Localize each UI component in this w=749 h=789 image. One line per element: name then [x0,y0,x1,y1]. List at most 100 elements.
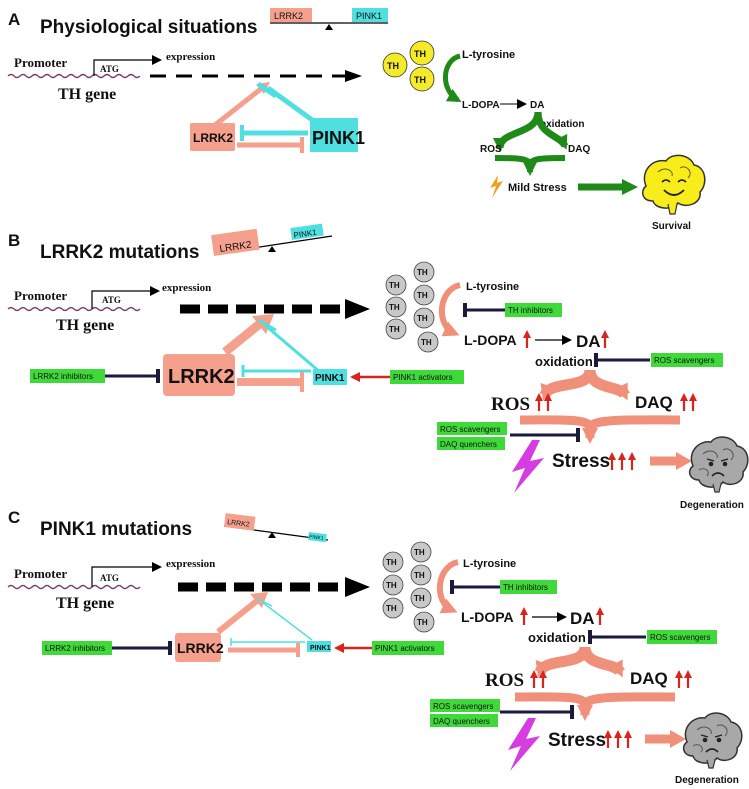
pathway-a: TH TH TH L-tyrosine L-DOPA DA oxidation … [382,40,638,198]
gene-a: Promoter ATG expression TH gene [7,51,362,103]
panel-a-letter: A [8,10,20,29]
daq-a: DAQ [568,144,590,155]
regulation-a: LRRK2 PINK1 [190,81,365,153]
th-gene-label-a: TH gene [58,86,116,103]
seesaw-a-lrrk2: LRRK2 [274,11,303,21]
ros-scavengers-badge-b-2: ROS scavengers [437,422,507,435]
gene-b: Promoter ATG expression TH gene [7,282,370,334]
stress-b: Stress [552,451,610,472]
seesaw-c-lrrk2: LRRK2 [227,519,250,529]
pathway-b: TH TH TH TH TH TH TH L-tyrosine L-DOPA D… [385,261,699,493]
da-b: DA [576,332,601,351]
th-enzyme-b-3: TH [389,303,400,312]
seesaw-b-lrrk2: LRRK2 [219,240,253,255]
panel-c-title: PINK1 mutations [40,519,192,540]
panel-b-title: LRRK2 mutations [40,242,199,263]
panel-a-title: Physiological situations [40,17,258,38]
lrrk2-inhibitors-badge-b: LRRK2 inhibitors [30,369,105,383]
th-enzyme-b-1: TH [389,281,400,290]
th-enzyme-b-7: TH [421,338,432,347]
th-inhibitors-badge-c: TH inhibitors [500,580,557,594]
th-enzyme-c-2: TH [414,548,425,557]
survival-label: Survival [652,221,691,232]
gene-c: Promoter ATG expression TH gene [7,558,370,612]
da-a: DA [530,100,544,111]
promoter-label-a: Promoter [14,55,67,70]
panel-c-letter: C [8,508,20,527]
l-dopa-a: L-DOPA [462,100,500,111]
degeneration-label-c: Degeneration [675,775,739,786]
th-enzyme-c-4: TH [414,571,425,580]
svg-text:ROS scavengers: ROS scavengers [654,356,714,365]
oxidation-a: oxidation [540,119,584,130]
seesaw-b-pink1: PINK1 [293,228,318,240]
promoter-label-b: Promoter [14,288,67,303]
svg-text:TH inhibitors: TH inhibitors [508,306,553,315]
panel-a: A Physiological situations LRRK2 PINK1 P… [7,8,706,232]
da-c: DA [570,609,595,628]
th-enzyme-c-3: TH [386,581,397,590]
oxidation-c: oxidation [528,630,586,645]
ros-c: ROS [485,670,524,691]
svg-text:ROS scavengers: ROS scavengers [440,425,500,434]
pink1-activators-badge-b: PINK1 activators [390,370,464,384]
seesaw-c: LRRK2 PINK1 [223,513,329,543]
svg-text:PINK1 activators: PINK1 activators [393,373,453,382]
happy-brain-icon [641,154,706,215]
daq-quenchers-badge-c: DAQ quenchers [430,714,498,727]
th-enzyme-b-5: TH [389,325,400,334]
th-enzyme-a-1: TH [387,61,399,71]
lrrk2-box-a: LRRK2 [193,131,233,145]
th-enzyme-b-6: TH [417,314,428,323]
th-inhibitors-badge-b: TH inhibitors [505,303,562,317]
l-tyrosine-b: L-tyrosine [466,281,519,293]
th-gene-label-c: TH gene [56,595,114,612]
th-enzyme-c-7: TH [417,618,428,627]
svg-text:ROS scavengers: ROS scavengers [650,633,710,642]
sad-brain-icon-b [688,436,749,493]
svg-text:TH inhibitors: TH inhibitors [503,583,548,592]
seesaw-a: LRRK2 PINK1 [270,8,388,30]
oxidation-b: oxidation [535,354,593,369]
svg-text:PINK1 activators: PINK1 activators [375,644,435,653]
atg-label-b: ATG [102,295,121,305]
pink1-box-a: PINK1 [312,128,365,148]
atg-label-c: ATG [100,573,119,583]
th-enzyme-b-2: TH [417,268,428,277]
lrrk2-box-c: LRRK2 [177,640,224,656]
expression-label-b: expression [162,282,211,294]
th-gene-label-b: TH gene [56,317,114,334]
regulation-c: LRRK2 PINK1 [110,592,372,662]
svg-text:DAQ quenchers: DAQ quenchers [440,440,497,449]
th-enzyme-c-5: TH [386,604,397,613]
pathway-c: TH TH TH TH TH TH TH L-tyrosine L-DOPA D… [382,541,694,771]
th-enzyme-b-4: TH [417,291,428,300]
th-enzyme-c-6: TH [414,594,425,603]
lrrk2-inhibitors-badge-c: LRRK2 inhibitors [42,641,112,655]
lrrk2-box-b: LRRK2 [168,366,235,388]
daq-b: DAQ [635,393,673,412]
svg-text:LRRK2 inhibitors: LRRK2 inhibitors [45,644,105,653]
l-tyrosine-c: L-tyrosine [463,558,516,570]
stress-a: Mild Stress [508,182,567,194]
daq-quenchers-badge-b: DAQ quenchers [437,437,505,450]
ros-scavengers-badge-c: ROS scavengers [647,630,717,644]
th-enzyme-c-1: TH [386,558,397,567]
seesaw-c-pink1: PINK1 [309,534,324,542]
th-enzyme-a-3: TH [414,75,426,85]
ros-scavengers-badge-b: ROS scavengers [651,353,723,367]
ros-b: ROS [491,394,530,415]
panel-c: C PINK1 mutations LRRK2 PINK1 Promoter A… [7,508,743,786]
l-tyrosine-a: L-tyrosine [462,49,515,61]
seesaw-a-pink1: PINK1 [356,11,382,21]
pink1-box-c: PINK1 [310,645,331,652]
sad-brain-icon-c [682,712,743,769]
stress-c: Stress [548,730,606,751]
panel-b: B LRRK2 mutations LRRK2 PINK1 Promoter A… [7,223,749,511]
expression-label-c: expression [166,558,215,570]
ros-a: ROS [480,144,502,155]
panel-b-letter: B [8,231,20,250]
pink1-activators-badge-c: PINK1 activators [372,641,444,655]
svg-text:DAQ quenchers: DAQ quenchers [433,717,490,726]
